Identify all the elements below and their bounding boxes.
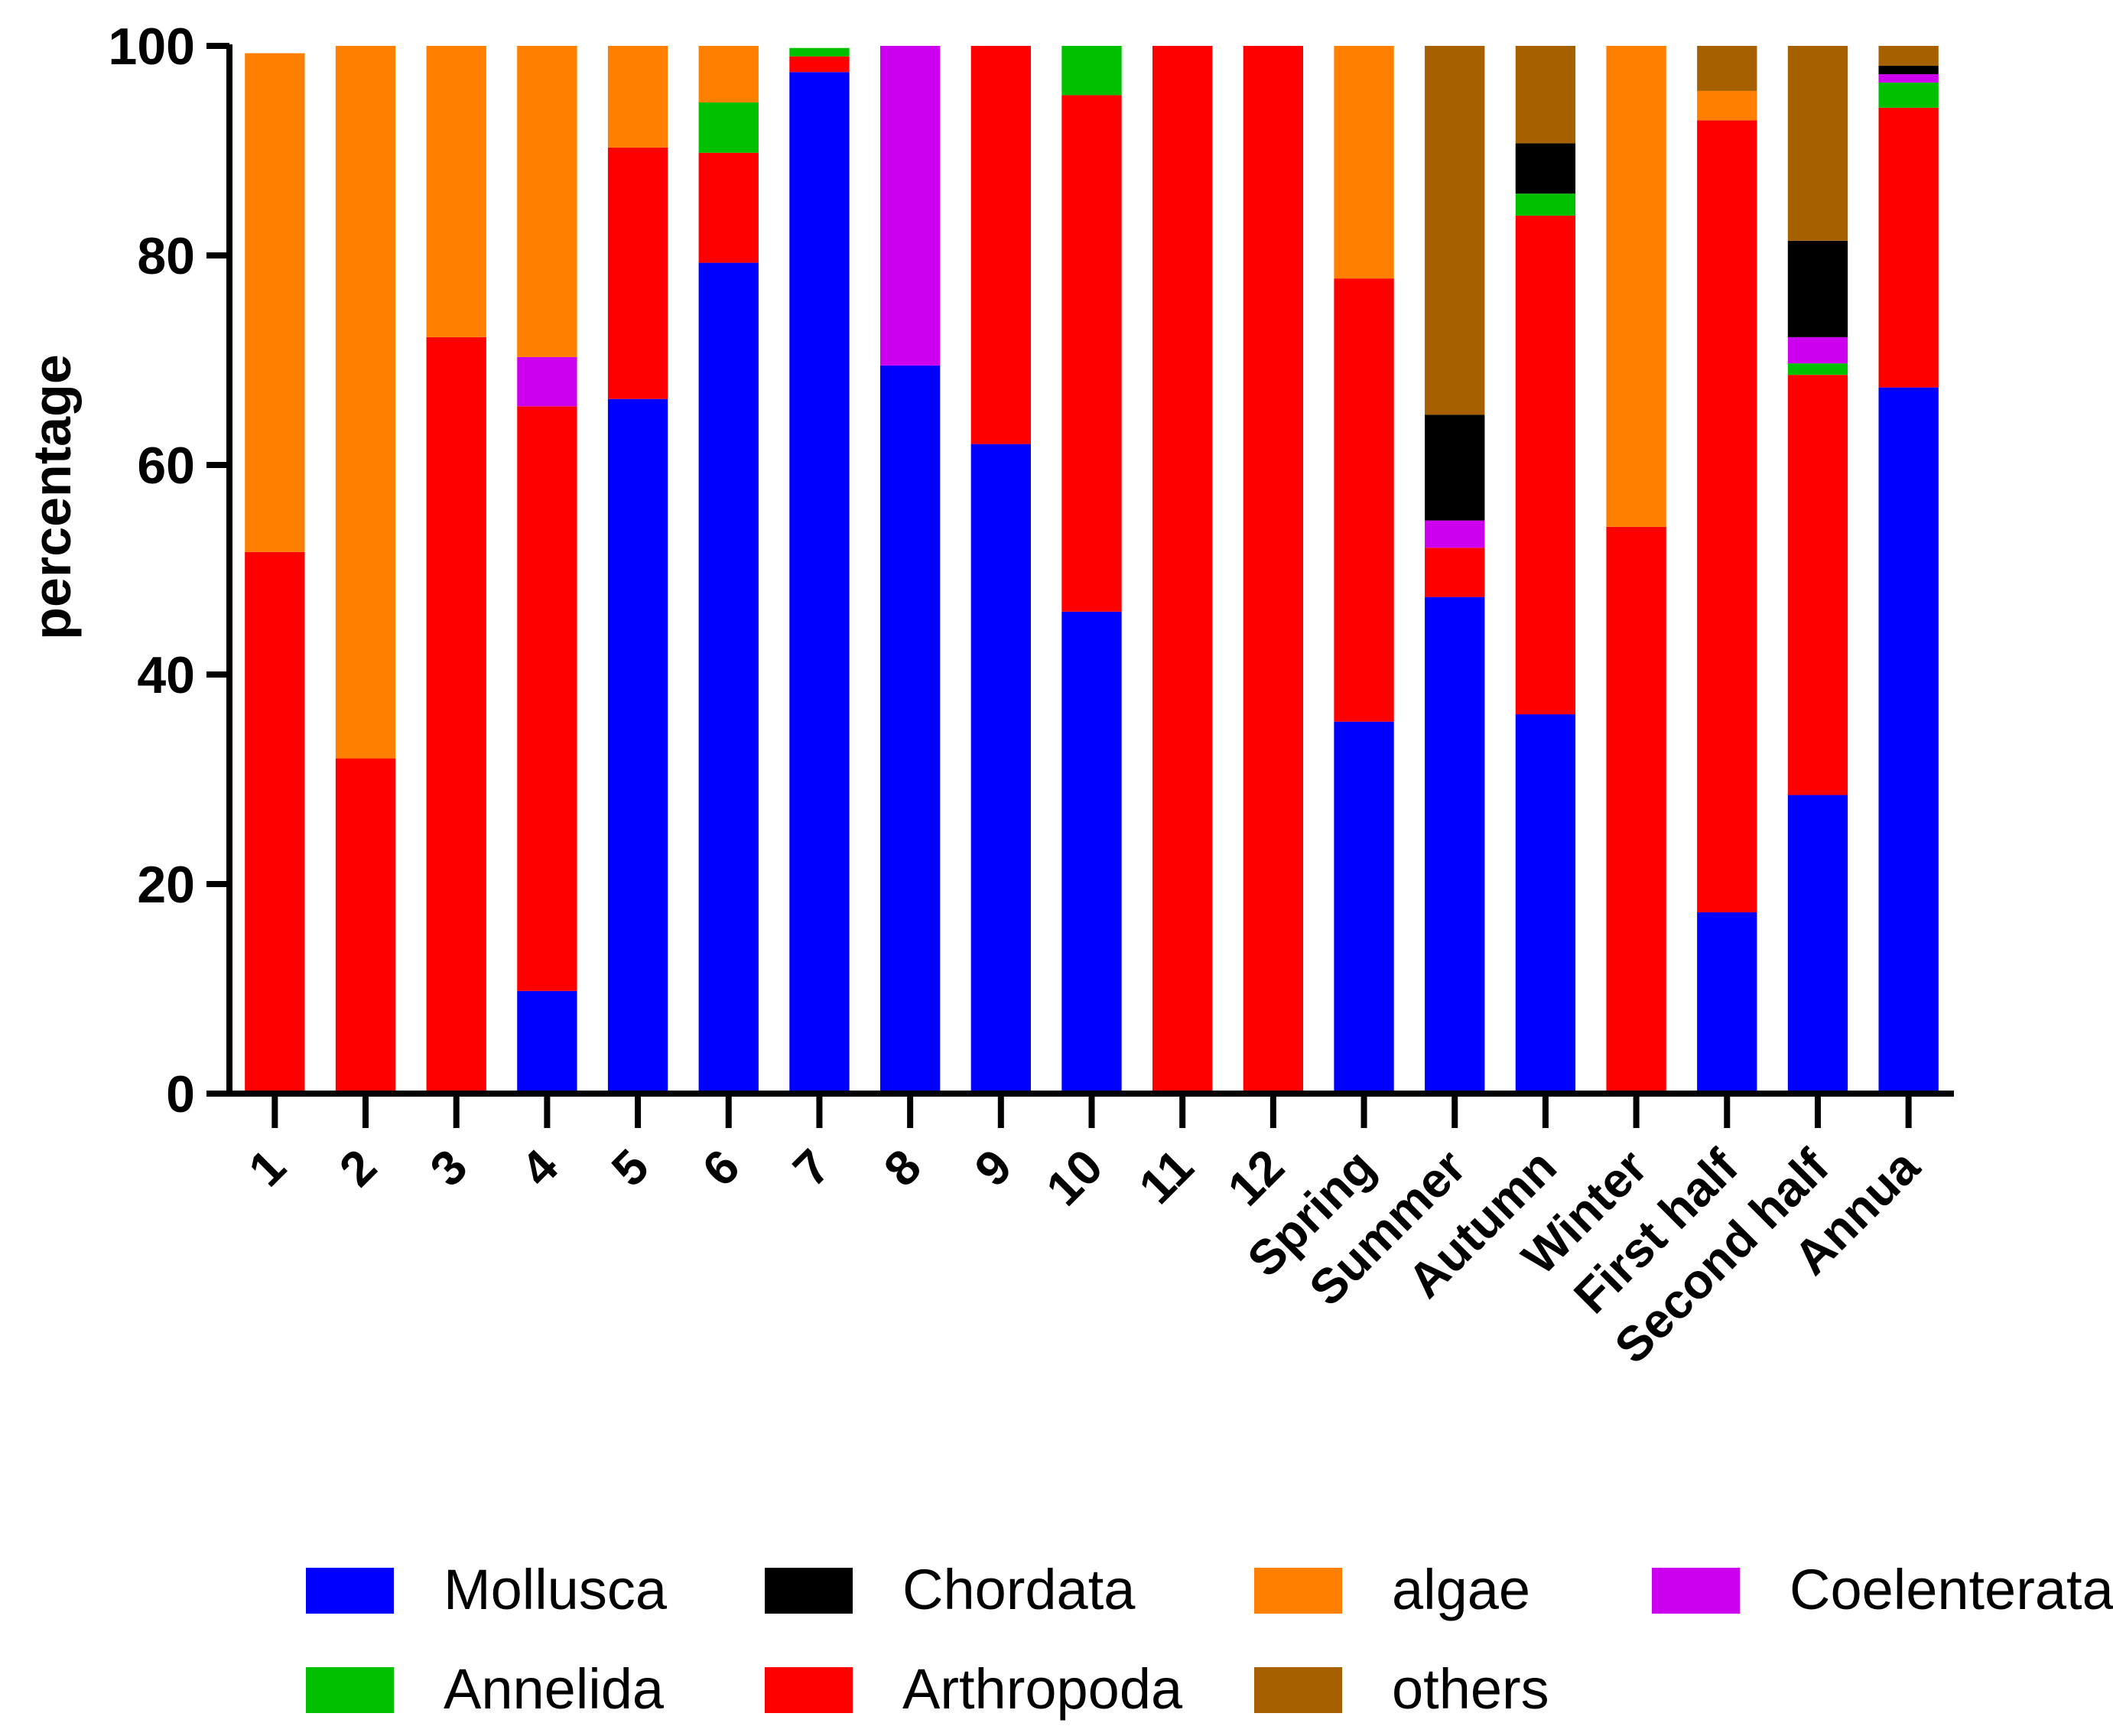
bar-segment-arthropoda-4 xyxy=(517,406,577,991)
y-tick-label-40: 40 xyxy=(137,646,195,704)
bar-segment-mollusca-5 xyxy=(607,398,668,1094)
x-tick-label-8: 8 xyxy=(873,1139,931,1197)
bar-segment-arthropoda-12 xyxy=(1243,46,1304,1094)
bar-segment-annelida-6 xyxy=(698,102,759,153)
legend-swatch-chordata xyxy=(765,1568,853,1614)
x-tick-label-10: 10 xyxy=(1035,1139,1113,1216)
bar-segment-annelida-autumn xyxy=(1515,193,1576,216)
x-tick-label-7: 7 xyxy=(782,1139,840,1197)
bars-group xyxy=(245,46,1939,1094)
bar-segment-coelenterata-second-half xyxy=(1787,336,1848,364)
bar-segment-arthropoda-3 xyxy=(426,336,486,1094)
legend-label-others: others xyxy=(1392,1657,1549,1721)
bar-segment-mollusca-annua xyxy=(1878,387,1939,1094)
legend-label-annelida: Annelida xyxy=(444,1657,665,1721)
bar-segment-arthropoda-2 xyxy=(335,758,396,1094)
legend-label-algae: algae xyxy=(1392,1558,1530,1621)
bar-segment-arthropoda-9 xyxy=(970,46,1031,444)
y-axis-title: percentage xyxy=(22,354,82,639)
bar-segment-others-annua xyxy=(1878,46,1939,67)
bar-segment-algae-1 xyxy=(245,53,305,552)
bar-segment-chordata-second-half xyxy=(1787,240,1848,337)
bar-segment-algae-first-half xyxy=(1697,90,1757,121)
bar-segment-others-first-half xyxy=(1697,46,1757,91)
bar-segment-arthropoda-autumn xyxy=(1515,215,1576,715)
bar-segment-annelida-second-half xyxy=(1787,363,1848,375)
bar-segment-algae-6 xyxy=(698,46,759,102)
bar-segment-mollusca-first-half xyxy=(1697,912,1757,1094)
bar-segment-annelida-annua xyxy=(1878,82,1939,108)
bar-segment-mollusca-autumn xyxy=(1515,714,1576,1094)
bar-segment-arthropoda-second-half xyxy=(1787,375,1848,795)
bar-segment-mollusca-second-half xyxy=(1787,795,1848,1094)
x-tick-label-6: 6 xyxy=(692,1139,750,1197)
bar-segment-mollusca-8 xyxy=(879,365,941,1094)
bar-segment-coelenterata-summer xyxy=(1425,520,1485,548)
x-tick-label-5: 5 xyxy=(601,1139,659,1197)
bar-segment-others-second-half xyxy=(1787,46,1848,241)
bar-segment-arthropoda-6 xyxy=(698,152,759,263)
bar-segment-mollusca-6 xyxy=(698,262,759,1094)
bar-segment-mollusca-summer xyxy=(1425,597,1485,1094)
legend-label-chordata: Chordata xyxy=(902,1558,1136,1621)
legend-label-coelenterata: Coelenterata xyxy=(1790,1558,2113,1621)
y-ticks-group: 0 20 40 60 80 100 xyxy=(109,18,229,1123)
x-tick-label-11: 11 xyxy=(1128,1139,1204,1214)
y-tick-label-60: 60 xyxy=(137,437,195,495)
bar-segment-chordata-annua xyxy=(1878,66,1939,74)
bar-segment-chordata-autumn xyxy=(1515,143,1576,194)
x-tick-label-2: 2 xyxy=(329,1139,387,1197)
bar-segment-mollusca-spring xyxy=(1334,721,1394,1094)
x-tick-label-9: 9 xyxy=(964,1139,1022,1197)
bar-segment-arthropoda-summer xyxy=(1425,548,1485,597)
bar-segment-mollusca-9 xyxy=(970,444,1031,1094)
bar-segment-annelida-7 xyxy=(789,47,850,57)
bar-segment-others-autumn xyxy=(1515,46,1576,144)
bar-segment-arthropoda-winter xyxy=(1606,526,1666,1094)
bar-segment-mollusca-10 xyxy=(1061,611,1122,1094)
y-tick-label-80: 80 xyxy=(137,227,195,285)
y-tick-label-100: 100 xyxy=(109,18,195,76)
bar-segment-arthropoda-5 xyxy=(607,147,668,399)
legend-swatch-arthropoda xyxy=(765,1667,853,1713)
bar-segment-arthropoda-11 xyxy=(1152,46,1213,1094)
bar-segment-coelenterata-8 xyxy=(879,46,941,366)
x-tick-label-1: 1 xyxy=(238,1139,296,1197)
bar-segment-algae-5 xyxy=(607,46,668,148)
bar-segment-algae-winter xyxy=(1606,46,1666,527)
bar-segment-mollusca-4 xyxy=(517,990,577,1094)
bar-segment-arthropoda-annua xyxy=(1878,107,1939,388)
bar-segment-mollusca-7 xyxy=(789,72,850,1094)
bar-segment-arthropoda-10 xyxy=(1061,95,1122,612)
legend-swatch-annelida xyxy=(306,1667,394,1713)
bar-segment-coelenterata-annua xyxy=(1878,73,1939,83)
bar-segment-algae-4 xyxy=(517,46,577,357)
bar-segment-chordata-summer xyxy=(1425,414,1485,521)
legend-swatch-others xyxy=(1254,1667,1342,1713)
bar-segment-algae-spring xyxy=(1334,46,1394,279)
bar-segment-arthropoda-7 xyxy=(789,56,850,73)
legend-swatch-algae xyxy=(1254,1568,1342,1614)
bar-segment-arthropoda-spring xyxy=(1334,278,1394,722)
legend-swatch-mollusca xyxy=(306,1568,394,1614)
bar-segment-arthropoda-first-half xyxy=(1697,120,1757,912)
bar-segment-arthropoda-1 xyxy=(245,551,305,1094)
legend-label-mollusca: Mollusca xyxy=(444,1558,668,1621)
x-tick-label-3: 3 xyxy=(420,1139,478,1197)
bar-segment-others-summer xyxy=(1425,46,1485,415)
legend-label-arthropoda: Arthropoda xyxy=(902,1657,1183,1721)
x-ticks-group: 1 2 3 4 5 6 7 8 9 10 11 12SpringSummerAutumnWinterF… xyxy=(238,1094,1930,1374)
y-tick-label-0: 0 xyxy=(166,1065,195,1123)
bar-segment-coelenterata-4 xyxy=(517,356,577,407)
legend: Mollusca Chordata algae Coelenterata Annelid… xyxy=(306,1558,2113,1721)
bar-segment-algae-2 xyxy=(335,46,396,759)
y-tick-label-20: 20 xyxy=(137,856,195,914)
x-tick-label-4: 4 xyxy=(510,1139,568,1197)
bar-segment-annelida-10 xyxy=(1061,46,1122,96)
bar-segment-algae-3 xyxy=(426,46,486,337)
legend-swatch-coelenterata xyxy=(1652,1568,1740,1614)
